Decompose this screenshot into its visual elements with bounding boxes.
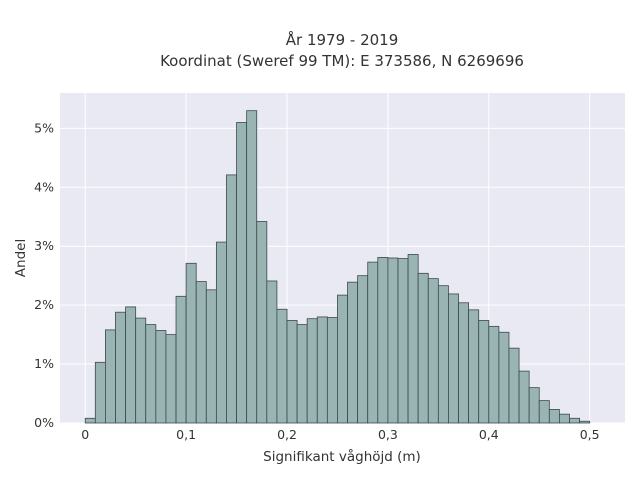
x-tick-label: 0,1 — [176, 427, 196, 442]
histogram-bar — [458, 302, 470, 424]
histogram-bar — [195, 281, 207, 424]
histogram-bar — [316, 316, 328, 424]
histogram-bar — [377, 257, 389, 424]
histogram-bar — [165, 334, 177, 424]
histogram-bar — [226, 174, 237, 424]
histogram-bar — [326, 317, 338, 424]
histogram-bar — [306, 318, 318, 424]
histogram-bar — [215, 241, 227, 424]
y-tick-label: 4% — [34, 179, 54, 194]
y-tick-label: 3% — [34, 238, 54, 253]
histogram-bar — [337, 294, 348, 424]
histogram-bar — [559, 413, 570, 424]
histogram-bar — [387, 257, 399, 424]
histogram-bar — [347, 281, 359, 424]
histogram-bar — [246, 110, 258, 424]
histogram-bar — [508, 347, 520, 424]
histogram-bar — [105, 329, 116, 424]
histogram-bar — [548, 409, 560, 424]
histogram-bar — [448, 293, 459, 424]
chart-title-line1: År 1979 - 2019 — [286, 30, 399, 49]
histogram-bar — [155, 330, 167, 424]
histogram-bar — [478, 320, 490, 424]
histogram-bar — [236, 122, 248, 424]
histogram-bar — [357, 275, 369, 424]
bars — [84, 110, 591, 424]
histogram-bar — [94, 361, 106, 424]
histogram-bar — [468, 309, 480, 424]
y-tick-label: 5% — [34, 120, 54, 135]
x-axis-title: Signifikant våghöjd (m) — [263, 448, 421, 465]
histogram-bar — [437, 285, 449, 424]
histogram-bar — [427, 278, 439, 424]
x-tick-label: 0 — [81, 427, 89, 442]
histogram-bar — [145, 324, 157, 424]
histogram-bar — [579, 420, 591, 424]
y-tick-label: 0% — [34, 415, 54, 430]
histogram-bar — [175, 295, 187, 424]
y-tick-label: 1% — [34, 356, 54, 371]
histogram-bar — [185, 262, 197, 424]
histogram-bar — [135, 317, 147, 424]
histogram-bar — [417, 272, 429, 424]
tick-labels: 0 0,1 0,2 0,3 0,4 0,5 0% 1% 2% 3% 4% 5% — [34, 120, 599, 442]
histogram-bar — [498, 331, 510, 424]
histogram-bar — [286, 320, 298, 424]
x-tick-label: 0,4 — [479, 427, 499, 442]
histogram-bar — [518, 370, 530, 424]
histogram-bar — [296, 324, 308, 424]
histogram-bar — [84, 417, 96, 424]
histogram-bar — [407, 254, 419, 424]
histogram-bar — [125, 306, 137, 424]
histogram-bar — [488, 325, 500, 424]
x-tick-label: 0,3 — [378, 427, 398, 442]
y-tick-label: 2% — [34, 297, 54, 312]
x-tick-label: 0,5 — [580, 427, 600, 442]
histogram-bar — [367, 261, 379, 424]
histogram-bar — [397, 258, 409, 424]
histogram-bar — [115, 311, 126, 424]
histogram-bar — [528, 387, 540, 424]
histogram-bar — [256, 221, 268, 424]
x-tick-label: 0,2 — [277, 427, 297, 442]
histogram-bar — [266, 280, 278, 424]
chart-title-line2: Koordinat (Sweref 99 TM): E 373586, N 62… — [160, 52, 524, 70]
histogram-bar — [205, 289, 217, 424]
y-axis-title: Andel — [13, 239, 29, 277]
histogram-bar — [276, 308, 288, 424]
histogram-bar — [569, 417, 580, 424]
histogram-bar — [538, 400, 550, 424]
